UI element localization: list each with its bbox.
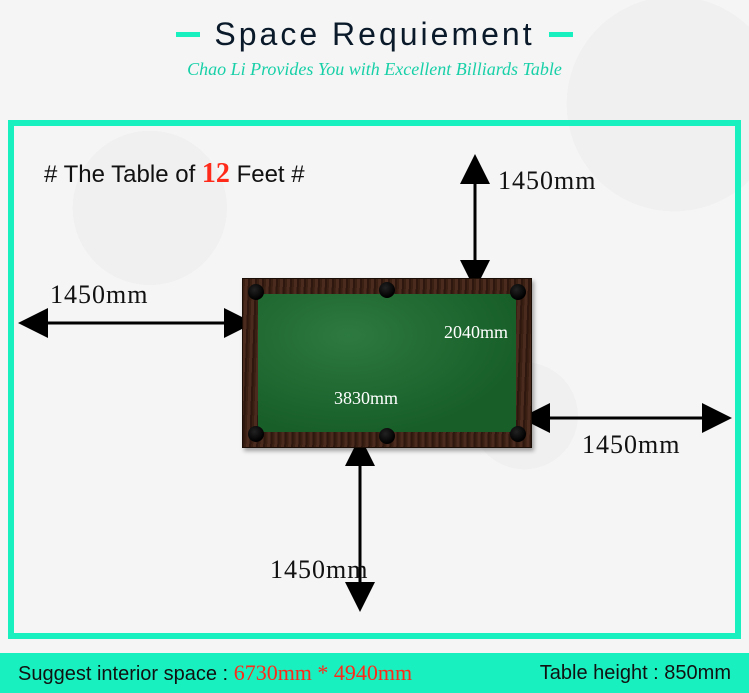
subtitle: Chao Li Provides You with Excellent Bill…: [0, 59, 749, 80]
pocket-icon: [510, 284, 526, 300]
table-height: Table height : 850mm: [540, 662, 731, 685]
suggest-value: 6730mm * 4940mm: [234, 660, 412, 685]
pocket-icon: [248, 426, 264, 442]
dim-top: 1450mm: [498, 166, 596, 196]
pocket-icon: [379, 428, 395, 444]
header: Space Requiement Chao Li Provides You wi…: [0, 0, 749, 86]
suggest-space: Suggest interior space : 6730mm * 4940mm: [18, 660, 412, 686]
pocket-icon: [248, 284, 264, 300]
dash-right-icon: [549, 32, 573, 37]
page-title: Space Requiement: [214, 16, 534, 53]
dim-right: 1450mm: [582, 430, 680, 460]
inner-height: 2040mm: [444, 322, 508, 343]
dim-left: 1450mm: [50, 280, 148, 310]
pocket-icon: [510, 426, 526, 442]
table-felt: [258, 294, 516, 432]
page: Space Requiement Chao Li Provides You wi…: [0, 0, 749, 693]
dim-bottom: 1450mm: [270, 555, 368, 585]
diagram: 1450mm 1450mm 1450mm 1450mm 2040mm 3830m…: [0, 130, 749, 630]
inner-width: 3830mm: [334, 388, 398, 409]
footer-bar: Suggest interior space : 6730mm * 4940mm…: [0, 653, 749, 693]
dash-left-icon: [176, 32, 200, 37]
pocket-icon: [379, 282, 395, 298]
height-label: Table height :: [540, 662, 665, 684]
height-value: 850mm: [664, 662, 731, 684]
title-row: Space Requiement: [0, 16, 749, 53]
pool-table: [242, 278, 532, 448]
suggest-label: Suggest interior space :: [18, 663, 234, 685]
